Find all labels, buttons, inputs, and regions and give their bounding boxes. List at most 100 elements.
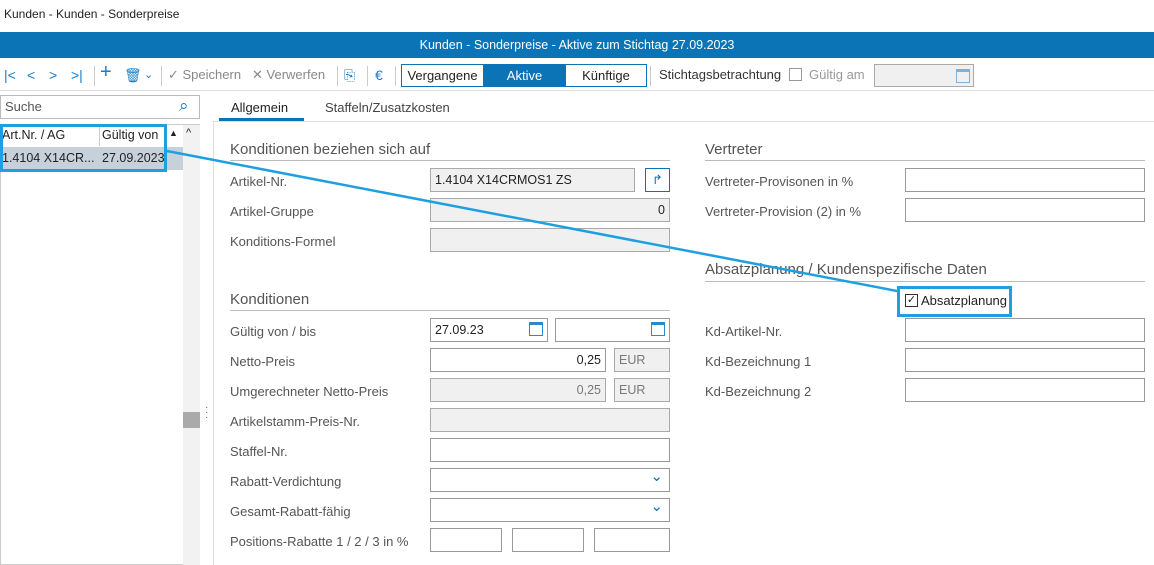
export-icon[interactable]: ⎘ — [344, 67, 356, 83]
form-panel — [213, 121, 1154, 565]
next-record-button[interactable]: > — [49, 67, 58, 83]
field-label: Umgerechneter Netto-Preis — [230, 384, 389, 399]
first-record-button[interactable]: |< — [4, 67, 16, 83]
rabatt-verdichtung-select[interactable] — [430, 467, 670, 492]
discard-label: Verwerfen — [266, 67, 326, 82]
gueltig-bis-input[interactable] — [555, 318, 670, 342]
rabatt-1-input[interactable] — [430, 528, 502, 552]
kd-bezeichnung2-input[interactable] — [905, 378, 1145, 402]
tab-staffeln[interactable]: Staffeln/Zusatzkosten — [325, 100, 450, 115]
gueltig-am-label: Gültig am — [809, 67, 865, 82]
divider — [230, 160, 670, 161]
check-icon: ✓ — [168, 67, 183, 82]
toolbar: |< < > >| + 🗑 ⌄ ✓ Speichern ✕ Verwerfen … — [0, 60, 1154, 91]
field-label: Staffel-Nr. — [230, 444, 288, 459]
currency-field: EUR — [614, 348, 670, 372]
field-label: Artikel-Gruppe — [230, 204, 314, 219]
divider — [337, 66, 338, 86]
view-header: Kunden - Sonderpreise - Aktive zum Stich… — [0, 32, 1154, 58]
absatzplanung-checkbox[interactable]: ✓ — [905, 294, 918, 307]
tab-aktive[interactable]: Aktive — [483, 64, 566, 87]
divider — [230, 310, 670, 311]
divider — [99, 126, 100, 146]
trash-icon[interactable]: 🗑 — [124, 67, 142, 83]
netto-preis-input[interactable]: 0,25 — [430, 348, 606, 372]
search-icon[interactable]: ⌕ — [179, 96, 189, 115]
splitter-handle[interactable]: · · · — [205, 402, 209, 423]
artikelstamm-preis-input — [430, 408, 670, 432]
field-label: Vertreter-Provisonen in % — [705, 174, 854, 189]
arrow-jump-icon: ↱ — [652, 172, 663, 187]
divider — [705, 160, 1145, 161]
prev-record-button[interactable]: < — [27, 67, 36, 83]
divider — [94, 66, 95, 86]
divider — [705, 281, 1145, 282]
search-input[interactable]: Suche — [0, 95, 200, 119]
discard-button[interactable]: ✕ Verwerfen — [252, 67, 325, 83]
artikel-gruppe-input[interactable]: 0 — [430, 198, 670, 222]
chevron-down-icon[interactable]: ⌄ — [144, 69, 154, 81]
gueltig-am-input[interactable] — [874, 64, 974, 87]
last-record-button[interactable]: >| — [71, 67, 83, 83]
gesamt-rabatt-select[interactable] — [430, 497, 670, 522]
rabatt-3-input[interactable] — [594, 528, 670, 552]
section-title: Absatzplanung / Kundenspezifische Daten — [705, 261, 987, 278]
staffel-nr-input[interactable] — [430, 438, 670, 462]
tab-allgemein[interactable]: Allgemein — [231, 100, 289, 115]
rabatt-2-input[interactable] — [512, 528, 584, 552]
absatzplanung-label[interactable]: Absatzplanung — [921, 293, 1008, 308]
chevron-up-icon[interactable]: ^ — [186, 127, 192, 139]
sort-asc-icon: ▲ — [169, 128, 178, 138]
tab-kuenftige[interactable]: Künftige — [565, 64, 647, 87]
calendar-icon[interactable] — [529, 322, 543, 336]
highlight-box — [897, 286, 1012, 317]
gueltig-von-value: 27.09.23 — [435, 323, 484, 337]
add-button[interactable]: + — [100, 61, 112, 83]
stichtag-label: Stichtagsbetrachtung — [659, 67, 782, 82]
field-label: Netto-Preis — [230, 354, 296, 369]
field-label: Kd-Bezeichnung 1 — [705, 354, 812, 369]
section-title: Konditionen beziehen sich auf — [230, 141, 431, 158]
vertreter-provision2-input[interactable] — [905, 198, 1145, 222]
goto-artikel-button[interactable]: ↱ — [645, 168, 670, 192]
field-label: Kd-Bezeichnung 2 — [705, 384, 812, 399]
stichtag-checkbox[interactable] — [789, 68, 802, 81]
divider — [161, 66, 162, 86]
close-icon: ✕ — [252, 67, 267, 82]
table-row[interactable]: 1.4104 X14CR... 27.09.2023 — [0, 147, 183, 170]
divider — [395, 66, 396, 86]
column-header-gueltig[interactable]: Gültig von — [102, 128, 159, 142]
field-label: Vertreter-Provision (2) in % — [705, 204, 862, 219]
field-label: Artikelstamm-Preis-Nr. — [230, 414, 361, 429]
euro-icon[interactable]: € — [375, 67, 383, 83]
divider — [650, 66, 651, 86]
scrollbar[interactable]: ^ — [183, 125, 200, 565]
calendar-icon[interactable] — [956, 69, 970, 83]
tab-vergangene[interactable]: Vergangene — [401, 64, 484, 87]
kd-artikel-nr-input[interactable] — [905, 318, 1145, 342]
save-button[interactable]: ✓ Speichern — [168, 67, 241, 83]
save-label: Speichern — [182, 67, 242, 82]
artikel-nr-input[interactable]: 1.4104 X14CRMOS1 ZS — [430, 168, 635, 192]
calendar-icon[interactable] — [651, 322, 665, 336]
results-grid — [0, 124, 200, 565]
gueltig-von-input[interactable]: 27.09.23 — [430, 318, 548, 342]
kd-bezeichnung1-input[interactable] — [905, 348, 1145, 372]
field-label: Positions-Rabatte 1 / 2 / 3 in % — [230, 534, 409, 549]
section-title: Konditionen — [230, 291, 310, 308]
field-label: Gesamt-Rabatt-fähig — [230, 504, 351, 519]
currency-field: EUR — [614, 378, 670, 402]
formel-input[interactable] — [430, 228, 670, 252]
divider — [367, 66, 368, 86]
field-label: Rabatt-Verdichtung — [230, 474, 342, 489]
section-title: Vertreter — [705, 141, 763, 158]
tab-underline — [219, 118, 304, 121]
vertreter-provision-input[interactable] — [905, 168, 1145, 192]
field-label: Artikel-Nr. — [230, 174, 288, 189]
cell-gueltig: 27.09.2023 — [102, 151, 165, 165]
highlight-box — [0, 124, 167, 172]
scroll-thumb[interactable] — [183, 412, 200, 428]
column-header-artnr[interactable]: Art.Nr. / AG — [2, 128, 66, 142]
window-title: Kunden - Kunden - Sonderpreise — [4, 7, 180, 21]
cell-artnr: 1.4104 X14CR... — [2, 151, 95, 165]
